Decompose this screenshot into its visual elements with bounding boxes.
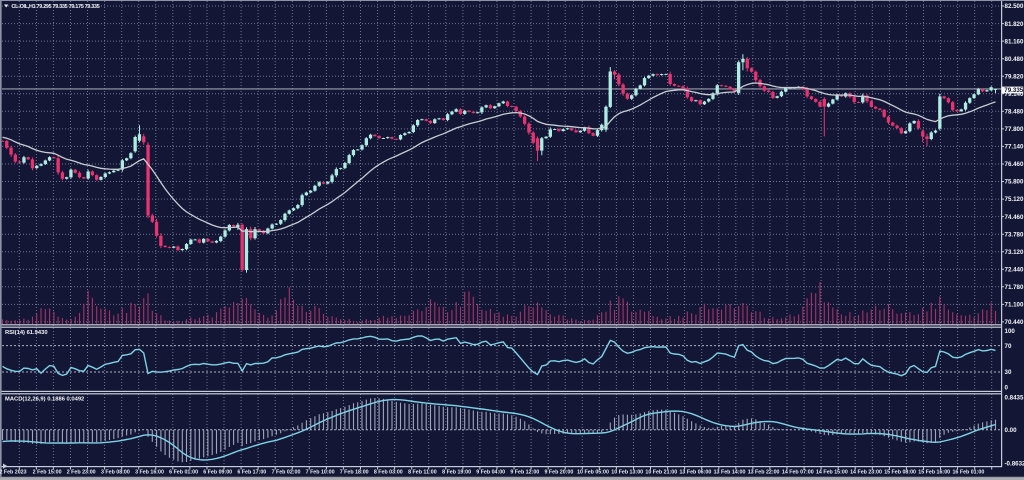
svg-text:81.160: 81.160 [1005, 38, 1024, 45]
svg-text:CL-OIL,H1 79.295 79.335 79.175: CL-OIL,H1 79.295 79.335 79.175 79.335 [12, 4, 100, 10]
svg-text:14 Feb 23:00: 14 Feb 23:00 [850, 469, 882, 475]
svg-text:10 Feb 05:00: 10 Feb 05:00 [577, 469, 609, 475]
svg-text:76.460: 76.460 [1005, 161, 1024, 168]
svg-text:15 Feb 08:00: 15 Feb 08:00 [884, 469, 916, 475]
svg-text:16 Feb 01:00: 16 Feb 01:00 [952, 469, 984, 475]
svg-text:2 Feb 2023: 2 Feb 2023 [0, 469, 27, 475]
svg-text:79.335: 79.335 [1004, 87, 1023, 94]
svg-text:70.440: 70.440 [1005, 319, 1024, 326]
svg-text:70: 70 [1005, 343, 1012, 350]
svg-text:74.460: 74.460 [1005, 214, 1024, 221]
svg-text:MACD(12,26,9) 0.1886 0.0492: MACD(12,26,9) 0.1886 0.0492 [5, 396, 84, 402]
svg-text:8 Feb 03:00: 8 Feb 03:00 [374, 469, 403, 475]
svg-text:0: 0 [1005, 385, 1009, 392]
svg-text:9 Feb 12:00: 9 Feb 12:00 [510, 469, 539, 475]
svg-text:6 Feb 17:00: 6 Feb 17:00 [237, 469, 266, 475]
svg-text:71.100: 71.100 [1005, 302, 1024, 309]
svg-text:15 Feb 16:00: 15 Feb 16:00 [918, 469, 950, 475]
svg-text:77.140: 77.140 [1005, 144, 1024, 151]
svg-text:3 Feb 08:00: 3 Feb 08:00 [101, 469, 130, 475]
svg-text:9 Feb 20:00: 9 Feb 20:00 [544, 469, 573, 475]
svg-text:13 Feb 06:00: 13 Feb 06:00 [679, 469, 711, 475]
svg-text:7 Feb 10:00: 7 Feb 10:00 [306, 469, 335, 475]
svg-text:2 Feb 15:00: 2 Feb 15:00 [33, 469, 62, 475]
svg-text:14 Feb 07:00: 14 Feb 07:00 [782, 469, 814, 475]
svg-text:RSI(14) 61.9430: RSI(14) 61.9430 [5, 330, 48, 336]
svg-text:0.00: 0.00 [1005, 427, 1018, 434]
svg-text:77.800: 77.800 [1005, 126, 1024, 133]
svg-text:13 Feb 22:00: 13 Feb 22:00 [748, 469, 780, 475]
svg-text:79.820: 79.820 [1005, 73, 1024, 80]
svg-text:78.480: 78.480 [1005, 109, 1024, 116]
svg-text:14 Feb 15:00: 14 Feb 15:00 [816, 469, 848, 475]
svg-text:8 Feb 19:00: 8 Feb 19:00 [442, 469, 471, 475]
svg-text:9 Feb 04:00: 9 Feb 04:00 [476, 469, 505, 475]
svg-text:75.800: 75.800 [1005, 179, 1024, 186]
svg-text:7 Feb 02:00: 7 Feb 02:00 [272, 469, 301, 475]
svg-text:8 Feb 11:00: 8 Feb 11:00 [408, 469, 437, 475]
svg-text:73.780: 73.780 [1005, 231, 1024, 238]
svg-text:6 Feb 01:00: 6 Feb 01:00 [169, 469, 198, 475]
svg-text:10 Feb 13:00: 10 Feb 13:00 [611, 469, 643, 475]
svg-text:82.500: 82.500 [1005, 3, 1024, 10]
svg-text:75.120: 75.120 [1005, 196, 1024, 203]
svg-text:0.8435: 0.8435 [1005, 395, 1024, 402]
svg-text:-0.8632: -0.8632 [1005, 460, 1024, 467]
svg-text:13 Feb 14:00: 13 Feb 14:00 [714, 469, 746, 475]
svg-text:72.440: 72.440 [1005, 266, 1024, 273]
svg-text:2 Feb 23:00: 2 Feb 23:00 [67, 469, 96, 475]
svg-text:7 Feb 18:00: 7 Feb 18:00 [340, 469, 369, 475]
svg-text:80.480: 80.480 [1005, 56, 1024, 63]
svg-text:73.120: 73.120 [1005, 249, 1024, 256]
svg-text:30: 30 [1005, 369, 1012, 376]
svg-text:10 Feb 21:00: 10 Feb 21:00 [645, 469, 677, 475]
svg-text:100: 100 [1005, 328, 1016, 335]
svg-text:81.820: 81.820 [1005, 21, 1024, 28]
svg-text:79.140: 79.140 [1005, 91, 1024, 98]
svg-text:3 Feb 16:00: 3 Feb 16:00 [135, 469, 164, 475]
svg-text:71.780: 71.780 [1005, 284, 1024, 291]
svg-text:6 Feb 09:00: 6 Feb 09:00 [203, 469, 232, 475]
